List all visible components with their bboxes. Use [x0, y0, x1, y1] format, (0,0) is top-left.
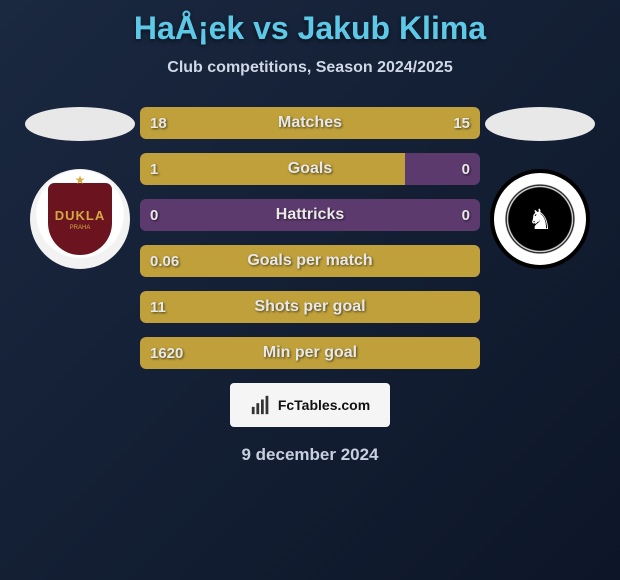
- stat-right-value: 0: [462, 161, 470, 178]
- stat-label: Shots per goal: [254, 298, 365, 316]
- brand-box[interactable]: FcTables.com: [230, 383, 390, 427]
- date-label: 9 december 2024: [0, 445, 620, 465]
- stat-left-value: 0.06: [150, 253, 179, 270]
- page-title: HaÅ¡ek vs Jakub Klima: [0, 0, 620, 47]
- stat-left-value: 0: [150, 207, 158, 224]
- stat-row: 18 Matches 15: [140, 107, 480, 139]
- stat-right-value: 15: [453, 115, 470, 132]
- stat-row: 11 Shots per goal: [140, 291, 480, 323]
- stat-left-value: 11: [150, 299, 166, 316]
- star-icon: ★: [75, 173, 86, 187]
- subtitle: Club competitions, Season 2024/2025: [0, 59, 620, 77]
- stat-row: 0.06 Goals per match: [140, 245, 480, 277]
- stats-bars: 18 Matches 15 1 Goals 0 0 Hattricks 0 0.06 Goals p…: [140, 107, 480, 369]
- stat-left-value: 18: [150, 115, 167, 132]
- stat-label: Goals per match: [247, 252, 372, 270]
- stat-row: 1620 Min per goal: [140, 337, 480, 369]
- lion-icon: ♞: [527, 203, 552, 236]
- comparison-content: ★ DUKLA PRAHA 18 Matches 15 1 Goals 0 0 Hattric…: [0, 107, 620, 369]
- dukla-shield: ★ DUKLA PRAHA: [48, 183, 112, 255]
- dukla-text: DUKLA: [55, 208, 106, 223]
- stat-label: Matches: [278, 114, 342, 132]
- stat-label: Hattricks: [276, 206, 344, 224]
- stat-label: Goals: [288, 160, 332, 178]
- brand-text: FcTables.com: [278, 397, 370, 413]
- right-player-ellipse: [485, 107, 595, 141]
- left-team-badge: ★ DUKLA PRAHA: [30, 169, 130, 269]
- stat-left-value: 1620: [150, 345, 183, 362]
- stat-row: 0 Hattricks 0: [140, 199, 480, 231]
- fctables-icon: [250, 394, 272, 416]
- hradec-inner: ♞: [510, 189, 570, 249]
- stat-right-value: 0: [462, 207, 470, 224]
- bar-left-fill: [140, 153, 405, 185]
- right-team-col: ♞: [480, 107, 600, 269]
- stat-row: 1 Goals 0: [140, 153, 480, 185]
- stat-label: Min per goal: [263, 344, 357, 362]
- left-team-col: ★ DUKLA PRAHA: [20, 107, 140, 269]
- right-team-badge: ♞: [490, 169, 590, 269]
- left-player-ellipse: [25, 107, 135, 141]
- stat-left-value: 1: [150, 161, 158, 178]
- dukla-sub: PRAHA: [70, 225, 91, 231]
